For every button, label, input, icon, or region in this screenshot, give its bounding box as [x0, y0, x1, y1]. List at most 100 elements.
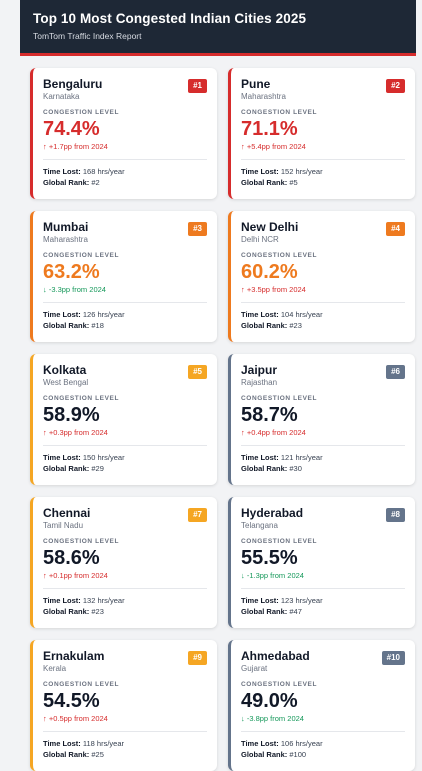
city-card: Hyderabad Telangana #8 CONGESTION LEVEL 55.5… [228, 497, 415, 628]
divider [241, 302, 405, 303]
time-lost-value: 104 hrs/year [280, 310, 323, 319]
time-lost-label: Time Lost: [241, 310, 279, 319]
yoy-change: ↑ +3.5pp from 2024 [241, 285, 306, 294]
city-name: Jaipur [241, 363, 278, 377]
state-name: Rajasthan [241, 378, 278, 387]
city-name: Ernakulam [43, 649, 105, 663]
divider [43, 302, 207, 303]
state-name: Maharashtra [43, 235, 88, 244]
rank-badge: #9 [188, 651, 207, 665]
time-lost-row: Time Lost: 106 hrs/year [241, 738, 405, 749]
time-lost-label: Time Lost: [43, 167, 81, 176]
congestion-value: 60.2% [241, 261, 298, 283]
global-rank-label: Global Rank: [241, 607, 288, 616]
city-card: New Delhi Delhi NCR #4 CONGESTION LEVEL 60.2… [228, 211, 415, 342]
report-header: Top 10 Most Congested Indian Cities 2025… [20, 0, 416, 56]
time-lost-label: Time Lost: [241, 739, 279, 748]
global-rank-row: Global Rank: #23 [43, 606, 207, 617]
divider [241, 159, 405, 160]
global-rank-row: Global Rank: #29 [43, 463, 207, 474]
congestion-value: 71.1% [241, 118, 298, 140]
global-rank-value: #18 [91, 321, 104, 330]
city-card: Kolkata West Bengal #5 CONGESTION LEVEL 58.9… [30, 354, 217, 485]
time-lost-value: 121 hrs/year [280, 453, 323, 462]
congestion-value: 55.5% [241, 547, 298, 569]
city-name: New Delhi [241, 220, 299, 234]
global-rank-label: Global Rank: [43, 464, 90, 473]
time-lost-label: Time Lost: [43, 596, 81, 605]
global-rank-row: Global Rank: #23 [241, 320, 405, 331]
yoy-change: ↑ +1.7pp from 2024 [43, 142, 108, 151]
global-rank-label: Global Rank: [241, 464, 288, 473]
global-rank-row: Global Rank: #30 [241, 463, 405, 474]
state-name: Telangana [241, 521, 278, 530]
global-rank-value: #2 [91, 178, 100, 187]
time-lost-value: 152 hrs/year [280, 167, 323, 176]
rank-badge: #2 [386, 79, 405, 93]
city-name: Bengaluru [43, 77, 103, 91]
yoy-change: ↑ +0.4pp from 2024 [241, 428, 306, 437]
divider [241, 445, 405, 446]
global-rank-value: #23 [91, 607, 104, 616]
congestion-value: 63.2% [43, 261, 100, 283]
time-lost-value: 168 hrs/year [82, 167, 125, 176]
state-name: West Bengal [43, 378, 89, 387]
time-lost-row: Time Lost: 152 hrs/year [241, 166, 405, 177]
congestion-label: CONGESTION LEVEL [241, 109, 318, 116]
state-name: Karnataka [43, 92, 80, 101]
time-lost-value: 132 hrs/year [82, 596, 125, 605]
page-title: Top 10 Most Congested Indian Cities 2025 [33, 11, 307, 26]
congestion-value: 58.7% [241, 404, 298, 426]
time-lost-label: Time Lost: [241, 453, 279, 462]
rank-badge: #6 [386, 365, 405, 379]
global-rank-label: Global Rank: [241, 178, 288, 187]
congestion-label: CONGESTION LEVEL [43, 109, 120, 116]
divider [241, 588, 405, 589]
time-lost-row: Time Lost: 126 hrs/year [43, 309, 207, 320]
divider [43, 159, 207, 160]
time-lost-value: 126 hrs/year [82, 310, 125, 319]
rank-badge: #3 [188, 222, 207, 236]
time-lost-value: 150 hrs/year [82, 453, 125, 462]
page-subtitle: TomTom Traffic Index Report [33, 31, 142, 41]
city-name: Mumbai [43, 220, 89, 234]
time-lost-label: Time Lost: [241, 167, 279, 176]
global-rank-row: Global Rank: #100 [241, 749, 405, 760]
state-name: Tamil Nadu [43, 521, 84, 530]
time-lost-value: 118 hrs/year [82, 739, 125, 748]
rank-badge: #4 [386, 222, 405, 236]
congestion-value: 54.5% [43, 690, 100, 712]
time-lost-row: Time Lost: 121 hrs/year [241, 452, 405, 463]
global-rank-value: #23 [289, 321, 302, 330]
time-lost-label: Time Lost: [241, 596, 279, 605]
global-rank-row: Global Rank: #47 [241, 606, 405, 617]
yoy-change: ↑ +0.5pp from 2024 [43, 714, 108, 723]
yoy-change: ↓ -1.3pp from 2024 [241, 571, 304, 580]
global-rank-label: Global Rank: [241, 750, 288, 759]
time-lost-row: Time Lost: 104 hrs/year [241, 309, 405, 320]
congestion-value: 58.6% [43, 547, 100, 569]
global-rank-label: Global Rank: [43, 321, 90, 330]
state-name: Gujarat [241, 664, 268, 673]
global-rank-row: Global Rank: #2 [43, 177, 207, 188]
global-rank-label: Global Rank: [43, 178, 90, 187]
time-lost-label: Time Lost: [43, 310, 81, 319]
congestion-label: CONGESTION LEVEL [241, 252, 318, 259]
city-card: Chennai Tamil Nadu #7 CONGESTION LEVEL 58.6%… [30, 497, 217, 628]
time-lost-label: Time Lost: [43, 739, 81, 748]
global-rank-value: #30 [289, 464, 302, 473]
time-lost-label: Time Lost: [43, 453, 81, 462]
city-name: Ahmedabad [241, 649, 310, 663]
time-lost-value: 123 hrs/year [280, 596, 323, 605]
rank-badge: #5 [188, 365, 207, 379]
time-lost-row: Time Lost: 150 hrs/year [43, 452, 207, 463]
city-name: Hyderabad [241, 506, 304, 520]
congestion-label: CONGESTION LEVEL [241, 538, 318, 545]
congestion-label: CONGESTION LEVEL [43, 252, 120, 259]
divider [43, 588, 207, 589]
global-rank-value: #5 [289, 178, 298, 187]
city-card: Mumbai Maharashtra #3 CONGESTION LEVEL 63.2%… [30, 211, 217, 342]
yoy-change: ↑ +0.1pp from 2024 [43, 571, 108, 580]
global-rank-row: Global Rank: #25 [43, 749, 207, 760]
state-name: Maharashtra [241, 92, 286, 101]
